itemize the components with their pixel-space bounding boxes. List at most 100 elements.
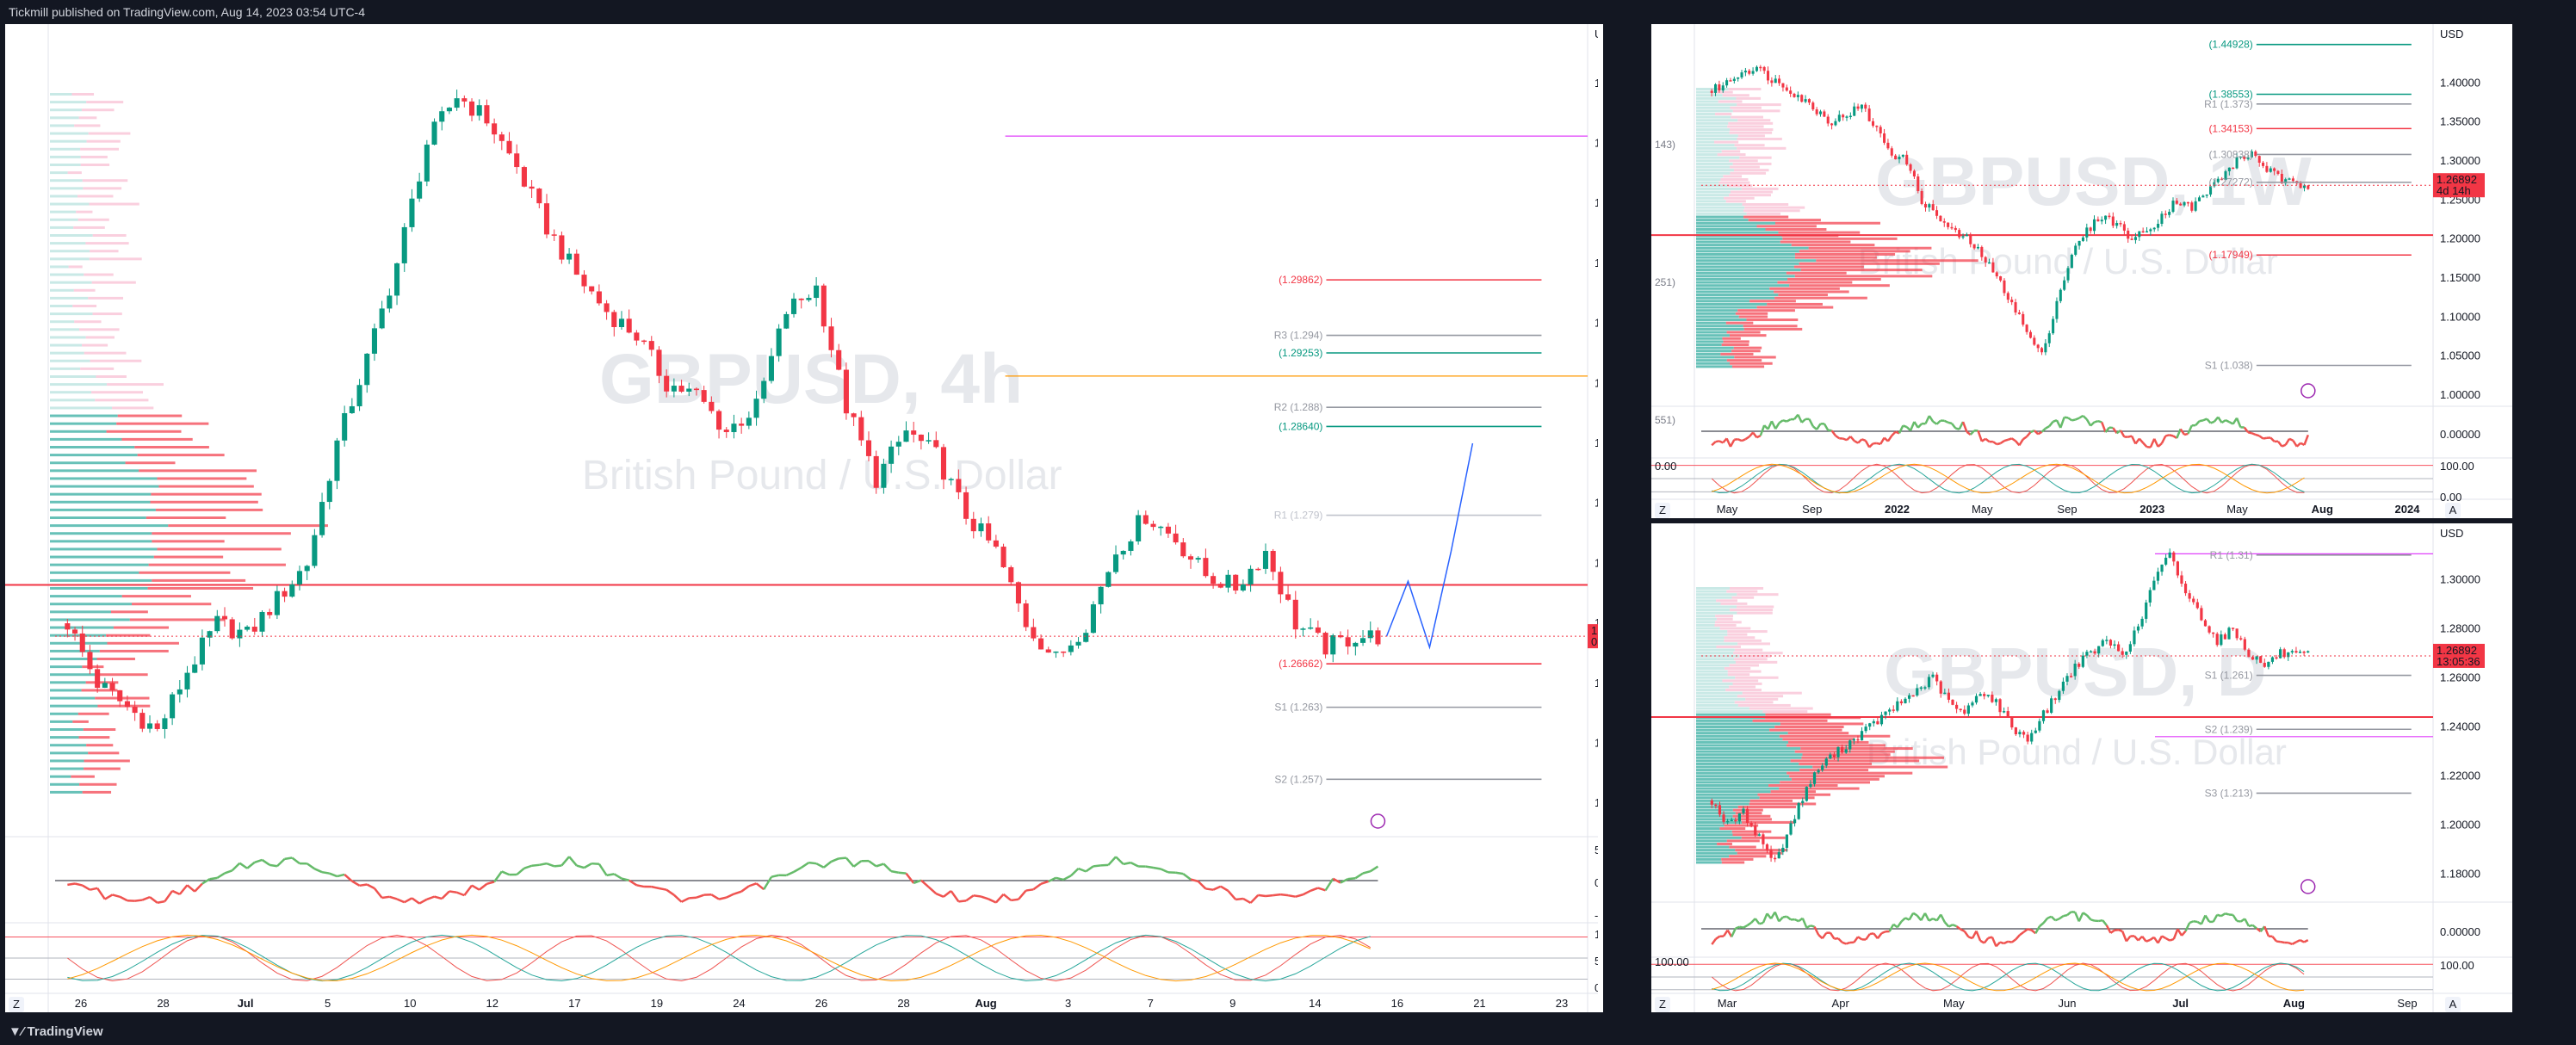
candle-body [1710,90,1713,93]
osc1-segment [2063,913,2068,918]
chart-panel-daily[interactable]: GBPUSD, D British Pound / U.S. Dollar USD 1… [1651,523,2512,1012]
volume-bar [1696,799,1750,802]
auto-scale-button[interactable]: A [2445,503,2461,518]
auto-scale-button-bg[interactable] [2445,503,2461,518]
volume-bar [1718,181,1750,184]
candle-body [1755,66,1758,71]
volume-bar [1696,851,1737,855]
osc1-segment [1943,419,1949,424]
osc1-segment [2232,914,2239,922]
level-label: S1 (1.038) [2205,359,2253,371]
osc1-segment [1816,423,1822,430]
osc1-segment [2039,922,2045,928]
volume-bar [1696,701,1735,704]
candle-body [401,226,407,263]
volume-bar [1737,119,1771,122]
volume-bar [1756,306,1834,309]
osc1-segment [449,890,457,894]
timezone-button-bg[interactable] [1655,997,1670,1012]
level-label: S3 (1.213) [2205,787,2253,799]
timezone-button-bg[interactable] [9,997,24,1012]
auto-scale-button[interactable]: A [2445,997,2461,1012]
y-tick-label: 1.26000 [1595,736,1598,749]
candle-body [693,388,700,391]
osc1-segment [1898,424,1904,434]
osc1-segment [1876,442,1881,446]
candle-body [1105,572,1112,587]
price-tag-countdown: 4d 14h [2437,184,2471,197]
osc1-segment [246,861,256,869]
osc1-segment [141,895,151,901]
candle-body [843,369,849,414]
candle-body [417,181,423,199]
candle-body [1872,720,1875,724]
candle-body [2081,655,2084,667]
volume-bar [1696,793,1758,796]
candle-body [776,328,782,356]
osc1-segment [771,874,779,878]
osc1-segment [366,883,375,890]
osc1-segment [2216,913,2222,918]
volume-bar [1696,667,1725,671]
volume-bar [89,202,139,206]
volume-bar [85,336,115,339]
y-tick-label: 1.26500 [1595,677,1598,689]
candle-body [1292,599,1298,630]
osc1-segment [2169,937,2175,942]
volume-bar [113,626,170,629]
candle-body [2287,652,2290,658]
volume-bar [139,571,231,574]
volume-bar [1696,719,1753,722]
volume-bar [50,587,148,590]
candle-body [1337,635,1344,638]
event-marker-icon[interactable] [2300,879,2316,894]
timezone-button[interactable]: Z [1655,997,1670,1012]
candle-body [716,411,722,430]
volume-bar [1696,685,1730,689]
osc1-segment [1837,937,1843,943]
chart-panel-weekly[interactable]: GBPUSD, 1W British Pound / U.S. Dollar USD… [1651,24,2512,518]
candle-body [2149,229,2152,232]
candle-body [2160,564,2164,572]
auto-scale-button-bg[interactable] [2445,997,2461,1012]
candle-body [2180,575,2183,584]
timezone-button-bg[interactable] [1655,503,1670,518]
volume-bar [50,210,77,213]
osc1-segment [2098,918,2103,923]
candle-body [2044,343,2047,353]
osc1-segment [2258,435,2264,440]
osc1-segment [539,862,548,867]
candle-body [2108,215,2111,218]
volume-bar [1696,349,1732,353]
volume-bar [72,305,97,307]
timezone-button[interactable]: Z [9,997,24,1012]
candle-body [2213,182,2216,187]
volume-bar [1696,94,1723,97]
volume-bar [50,547,158,551]
volume-bar [1696,215,1744,219]
osc1-segment [1782,915,1787,918]
osc1-segment [1242,897,1252,905]
volume-bar [77,218,109,221]
volume-bar [79,328,120,331]
osc1-segment [1904,917,1910,921]
volume-bar [96,658,135,660]
volume-bar [1696,609,1731,612]
tradingview-logo[interactable]: ▼⁄ TradingView [9,1024,103,1039]
volume-bar [1696,806,1738,809]
osc1-segment [1778,419,1784,424]
osc1-segment [636,884,645,888]
event-marker-icon[interactable] [2300,383,2316,399]
candle-body [2130,238,2133,240]
timezone-button-label: Z [13,998,20,1011]
timezone-button[interactable]: Z [1655,503,1670,518]
candle-body [1864,104,1867,109]
candle-body [1128,541,1134,551]
event-marker-icon[interactable] [1370,813,1386,829]
osc1-segment [2141,936,2147,943]
candle-body [1778,78,1781,83]
